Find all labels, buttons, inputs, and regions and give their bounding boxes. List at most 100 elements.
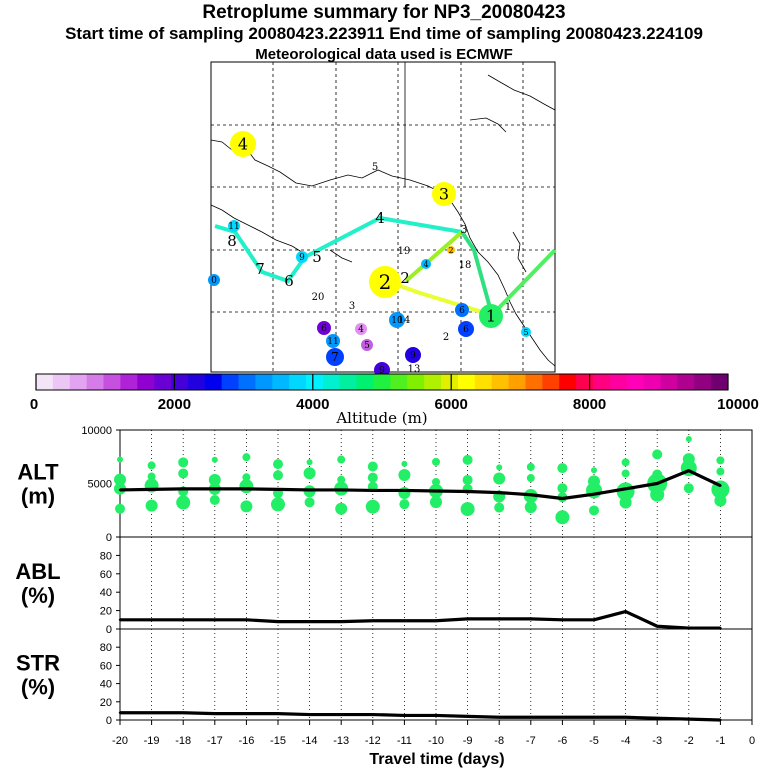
colorbar-tick: 0 bbox=[30, 396, 38, 413]
x-tick-label: -17 bbox=[207, 735, 223, 747]
altitude-dot bbox=[398, 469, 411, 482]
x-tick-label: -11 bbox=[397, 735, 412, 747]
series-line-abl bbox=[120, 609, 721, 630]
colorbar-swatch bbox=[424, 374, 442, 390]
data-point bbox=[340, 713, 343, 716]
data-point bbox=[434, 619, 438, 622]
series-line-str bbox=[120, 711, 721, 722]
data-point bbox=[466, 715, 469, 718]
map-marker-label: 6 bbox=[321, 324, 327, 334]
colorbar-tick: 2000 bbox=[158, 396, 191, 413]
data-point bbox=[719, 484, 722, 487]
x-axis-label: Travel time (days) bbox=[369, 751, 504, 768]
map-trajectory-label: 2 bbox=[400, 269, 410, 287]
altitude-dot bbox=[117, 456, 123, 463]
y-tick-label: 40 bbox=[100, 587, 112, 599]
colorbar-swatch bbox=[103, 374, 121, 390]
data-point bbox=[561, 497, 564, 500]
colorbar-swatch bbox=[711, 374, 729, 390]
altitude-dot bbox=[526, 474, 535, 483]
data-point bbox=[466, 617, 469, 621]
map-trajectory-label: 14 bbox=[398, 315, 411, 326]
time-series-panels: 0500010000ALT(m)020406080ABL(%)020406080… bbox=[15, 425, 755, 768]
data-point bbox=[434, 714, 438, 717]
data-point bbox=[656, 625, 659, 628]
map-marker bbox=[458, 321, 474, 337]
colorbar-swatch bbox=[677, 374, 695, 390]
altitude-dot bbox=[460, 502, 475, 517]
data-point bbox=[498, 716, 501, 719]
panel-unit-str: (%) bbox=[21, 675, 55, 700]
map-marker bbox=[355, 323, 367, 335]
map-marker-label: 4 bbox=[423, 260, 428, 269]
colorbar-swatch bbox=[171, 374, 189, 390]
x-tick-label: 0 bbox=[749, 735, 755, 747]
x-tick-label: -15 bbox=[270, 735, 286, 747]
map-marker-label: 9 bbox=[410, 351, 416, 361]
map-marker bbox=[208, 274, 220, 286]
colorbar-swatch bbox=[306, 374, 324, 390]
x-tick-label: -20 bbox=[112, 735, 128, 747]
data-point bbox=[656, 482, 659, 485]
panel-label-abl: ABL bbox=[15, 559, 60, 584]
map-marker bbox=[521, 327, 531, 337]
altitude-dot bbox=[432, 478, 440, 487]
colorbar-swatch bbox=[491, 374, 509, 390]
colorbar-swatch bbox=[660, 374, 678, 390]
altitude-dot bbox=[652, 469, 663, 480]
colorbar-swatch bbox=[86, 374, 104, 390]
map-marker bbox=[479, 304, 503, 328]
altitude-dot bbox=[306, 459, 313, 466]
altitude-dot bbox=[273, 459, 283, 470]
data-point bbox=[371, 713, 374, 716]
altitude-dot bbox=[115, 503, 125, 514]
altitude-dot bbox=[273, 470, 283, 481]
data-point bbox=[213, 618, 216, 621]
colorbar-swatch bbox=[457, 374, 476, 390]
altitude-dot bbox=[145, 499, 158, 512]
sampling-times: Start time of sampling 20080423.223911 E… bbox=[65, 24, 703, 43]
data-point bbox=[245, 487, 248, 491]
panel-unit-alt: (m) bbox=[21, 484, 55, 509]
altitude-dot bbox=[493, 472, 506, 485]
colorbar-swatch bbox=[559, 374, 577, 390]
colorbar-swatch bbox=[525, 374, 543, 390]
data-point bbox=[561, 716, 564, 719]
data-point bbox=[150, 488, 153, 491]
colorbar-swatch bbox=[542, 374, 560, 390]
map-marker bbox=[326, 348, 344, 366]
data-point bbox=[276, 488, 280, 491]
x-tick-label: -8 bbox=[494, 735, 504, 747]
altitude-dot bbox=[240, 500, 253, 513]
altitude-dot bbox=[683, 483, 694, 494]
map-trajectory-label: 2 bbox=[443, 332, 449, 343]
altitude-dot bbox=[211, 456, 218, 463]
data-point bbox=[592, 716, 596, 719]
map-marker bbox=[389, 312, 405, 328]
map-marker bbox=[432, 182, 456, 206]
altitude-dot bbox=[496, 464, 503, 471]
colorbar-swatch bbox=[36, 374, 54, 390]
series-line-alt bbox=[119, 469, 722, 501]
altitude-dot bbox=[621, 469, 630, 478]
y-tick-label: 20 bbox=[100, 606, 112, 618]
data-point bbox=[245, 618, 248, 621]
map-marker-label: 7 bbox=[331, 350, 339, 364]
y-tick-label: 60 bbox=[100, 569, 112, 581]
data-point bbox=[561, 618, 564, 621]
altitude-dot bbox=[114, 473, 126, 486]
data-point bbox=[656, 716, 659, 720]
altitude-dot bbox=[716, 456, 725, 465]
map-marker bbox=[230, 131, 256, 157]
colorbar-swatch bbox=[255, 374, 273, 390]
map-marker-label: 6 bbox=[463, 325, 469, 335]
colorbar-swatch bbox=[441, 374, 459, 390]
altitude-dot bbox=[591, 467, 597, 474]
altitude-dot bbox=[685, 435, 692, 442]
altitude-dot bbox=[432, 457, 440, 466]
data-point bbox=[403, 619, 406, 622]
y-tick-label: 5000 bbox=[88, 479, 112, 491]
data-point bbox=[403, 714, 406, 717]
colorbar-swatch bbox=[154, 374, 172, 390]
data-point bbox=[182, 711, 185, 714]
